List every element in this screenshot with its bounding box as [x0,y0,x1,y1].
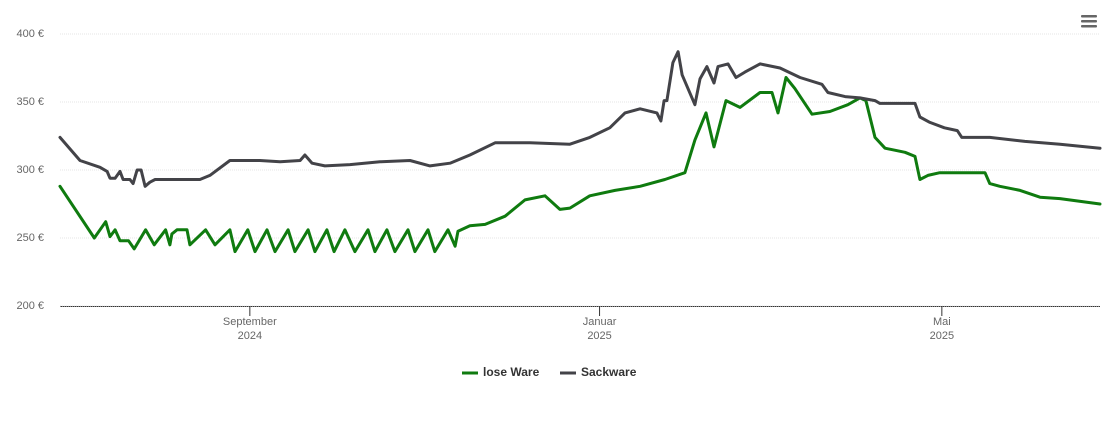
x-tick-label: Januar [583,316,617,328]
legend-label[interactable]: Sackware [581,365,637,379]
series-line [58,50,1102,188]
x-tick-label: September [223,316,277,328]
y-tick-label: 350 € [16,96,44,108]
x-tick-label: 2024 [238,330,262,342]
menu-bar[interactable] [1081,25,1097,28]
y-tick-label: 300 € [16,164,44,176]
menu-bar[interactable] [1081,15,1097,18]
menu-button[interactable] [1078,10,1100,32]
x-tick-label: 2025 [930,330,954,342]
series-line [58,76,1102,254]
x-tick-label: Mai [933,316,951,328]
menu-bar[interactable] [1081,20,1097,23]
legend-label[interactable]: lose Ware [483,365,540,379]
y-tick-label: 200 € [16,300,44,312]
x-tick-label: 2025 [587,330,611,342]
y-tick-label: 400 € [16,28,44,40]
y-tick-label: 250 € [16,232,44,244]
